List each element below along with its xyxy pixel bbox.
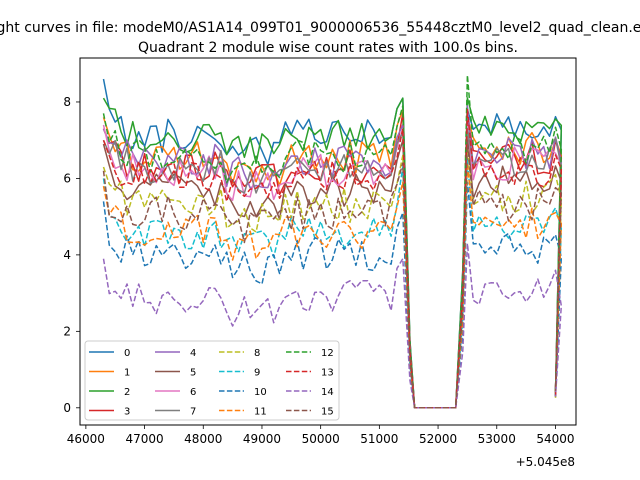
y-tick-label: 8: [63, 95, 71, 109]
series-line-9: [102, 158, 563, 409]
plot-frame: [79, 57, 577, 426]
series-line-15: [102, 139, 563, 409]
series-line-13: [102, 108, 563, 409]
legend-box: [84, 340, 340, 421]
legend-label-12: 12: [321, 348, 334, 359]
y-tick-label: 2: [63, 324, 71, 338]
x-tick-label: 47000: [125, 432, 163, 446]
y-tick-label: 0: [63, 401, 71, 415]
x-axis: 46000 47000 48000 49000 50000 51000 52000 53000…: [67, 425, 575, 446]
series-line-2: [102, 97, 563, 409]
legend-label-13: 13: [321, 368, 334, 379]
x-tick-label: 54000: [536, 432, 574, 446]
x-offset-label: +5.045e8: [516, 455, 575, 469]
series-line-12: [102, 74, 563, 409]
series-line-1: [102, 108, 563, 409]
legend-label-11: 11: [254, 407, 267, 418]
y-tick-label: 6: [63, 171, 71, 185]
legend-label-5: 5: [190, 368, 196, 379]
x-tick-label: 53000: [478, 432, 516, 446]
legend-label-0: 0: [124, 348, 130, 359]
x-tick-label: 50000: [302, 432, 340, 446]
legend-label-6: 6: [190, 387, 196, 398]
legend-label-15: 15: [321, 407, 334, 418]
legend-label-14: 14: [321, 387, 334, 398]
legend-label-10: 10: [254, 387, 267, 398]
chart-title: Quadrant 2 module wise count rates with …: [138, 40, 518, 56]
series-line-10: [102, 181, 563, 409]
x-tick-label: 46000: [67, 432, 105, 446]
x-tick-label: 52000: [419, 432, 457, 446]
series-layer: [102, 74, 563, 409]
x-tick-label: 51000: [360, 432, 398, 446]
legend-label-8: 8: [254, 348, 260, 359]
series-line-14: [102, 242, 563, 409]
legend-label-4: 4: [190, 348, 196, 359]
series-line-11: [102, 162, 563, 409]
legend-label-1: 1: [124, 368, 130, 379]
legend-label-3: 3: [124, 407, 130, 418]
legend-label-9: 9: [254, 368, 260, 379]
legend-label-2: 2: [124, 387, 130, 398]
x-tick-label: 49000: [243, 432, 281, 446]
x-tick-label: 48000: [184, 432, 222, 446]
y-axis: 0 2 4 6 8: [63, 95, 80, 415]
legend-label-7: 7: [190, 407, 196, 418]
series-line-4: [102, 105, 563, 409]
figure-suptitle: Light curves in file: modeM0/AS1A14_099T…: [0, 20, 640, 36]
y-tick-label: 4: [63, 248, 71, 262]
